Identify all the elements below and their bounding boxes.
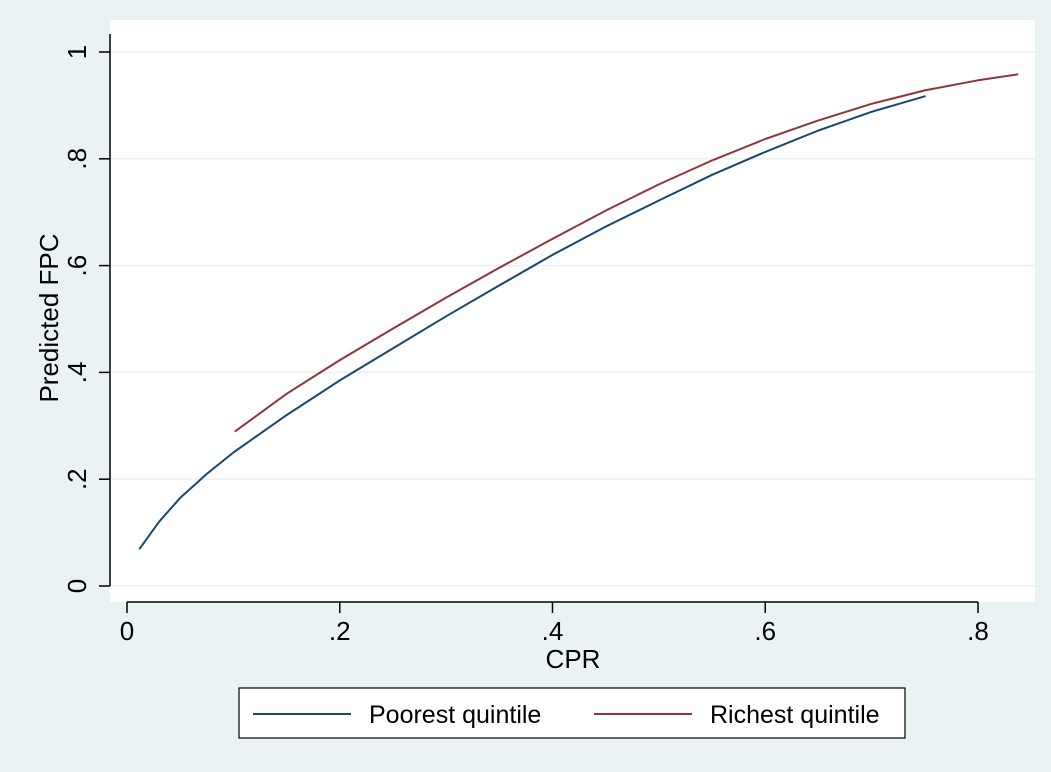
- y-tick-label-0: 0: [62, 579, 92, 593]
- x-tick-label-2: .4: [542, 616, 564, 646]
- y-tick-label-1: .2: [62, 468, 92, 490]
- y-tick-label-2: .4: [62, 362, 92, 384]
- series-lines: [138, 73, 1019, 550]
- y-tick-label-4: .8: [62, 148, 92, 170]
- series-line-richest: [234, 73, 1019, 433]
- legend: Poorest quintile Richest quintile: [238, 687, 906, 739]
- y-axis-title: Predicted FPC: [34, 233, 64, 402]
- x-axis-ticks: 0 .2 .4 .6 .8: [120, 602, 989, 646]
- x-axis-title: CPR: [546, 644, 601, 674]
- y-axis-ticks: 0 .2 .4 .6 .8 1: [62, 45, 110, 593]
- x-tick-label-0: 0: [120, 616, 134, 646]
- x-tick-label-3: .6: [754, 616, 776, 646]
- y-tick-label-3: .6: [62, 255, 92, 277]
- x-tick-label-4: .8: [967, 616, 989, 646]
- series-line-poorest: [138, 95, 926, 550]
- gridlines: [110, 51, 1035, 587]
- y-tick-label-5: 1: [62, 45, 92, 59]
- legend-label-poorest: Poorest quintile: [369, 701, 541, 729]
- x-tick-label-1: .2: [329, 616, 351, 646]
- plot-area: [110, 20, 1035, 602]
- legend-label-richest: Richest quintile: [710, 701, 880, 729]
